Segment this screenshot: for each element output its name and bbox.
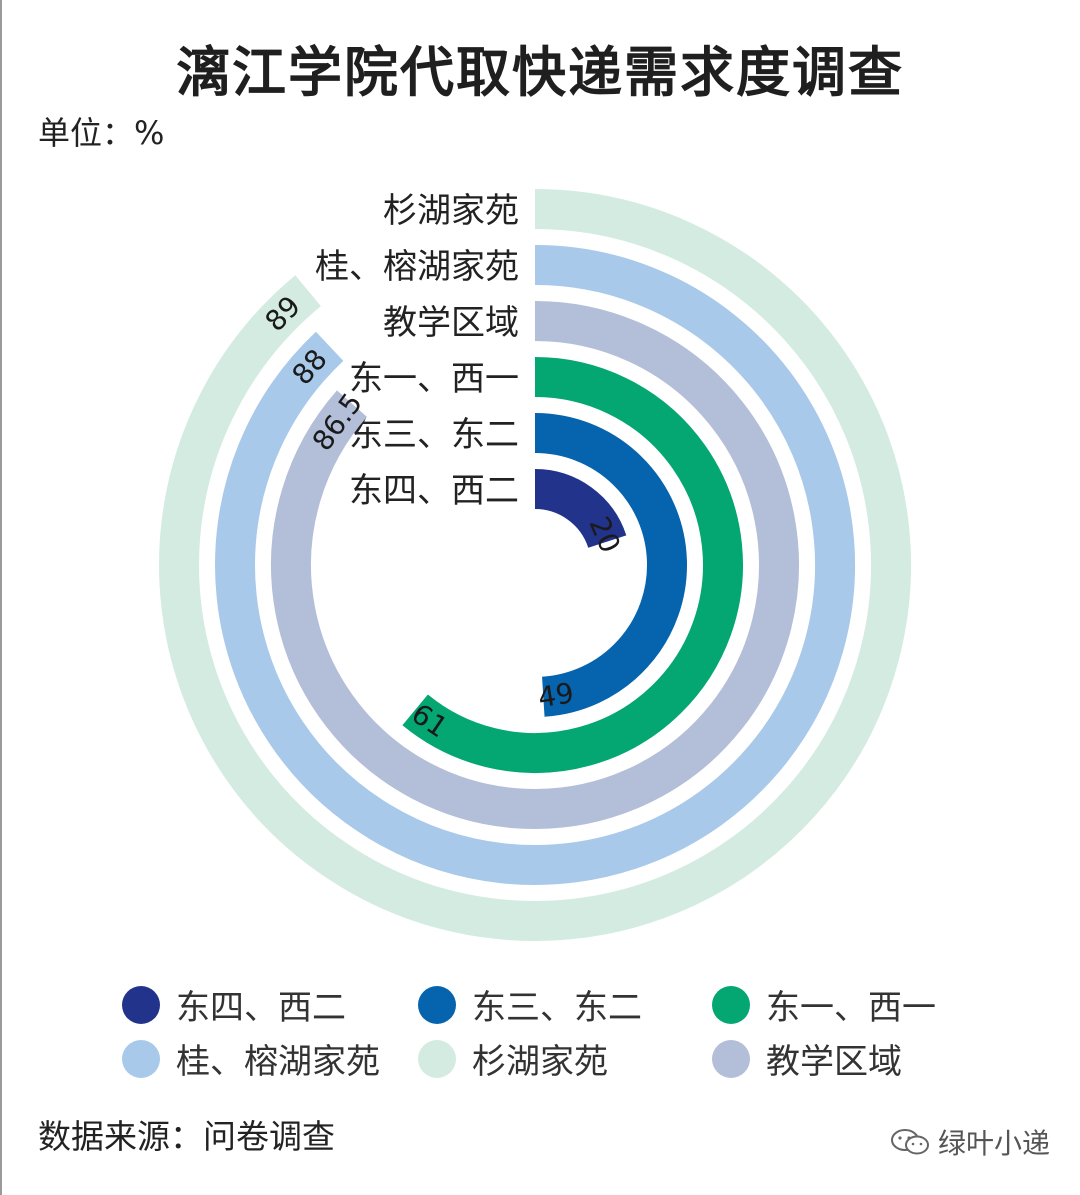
watermark-text: 绿叶小递 <box>938 1127 1051 1160</box>
wechat-icon <box>891 1129 929 1155</box>
category-label-series-5: 桂、榕湖家苑 <box>315 247 519 287</box>
category-label-series-4: 教学区域 <box>383 303 519 343</box>
watermark: 绿叶小递 <box>890 1122 1050 1162</box>
category-label-series-1: 东四、西二 <box>349 471 519 511</box>
data-source: 数据来源：问卷调查 <box>38 1117 335 1156</box>
category-label-series-2: 东三、东二 <box>349 415 519 455</box>
bar-series-1 <box>534 469 627 549</box>
bar-series-2 <box>534 413 687 717</box>
bar-series-5 <box>215 245 855 885</box>
category-label-series-3: 东一、西一 <box>349 359 519 399</box>
category-label-series-6: 杉湖家苑 <box>383 191 519 231</box>
left-border <box>0 0 2 1195</box>
value-label-series-2: 49 <box>536 676 576 714</box>
bar-series-4 <box>271 301 799 829</box>
unit-label: 单位：% <box>38 114 165 152</box>
bar-series-3 <box>402 357 743 773</box>
bar-series-6 <box>159 189 911 941</box>
chart-title: 漓江学院代取快递需求度调查 <box>176 41 904 104</box>
